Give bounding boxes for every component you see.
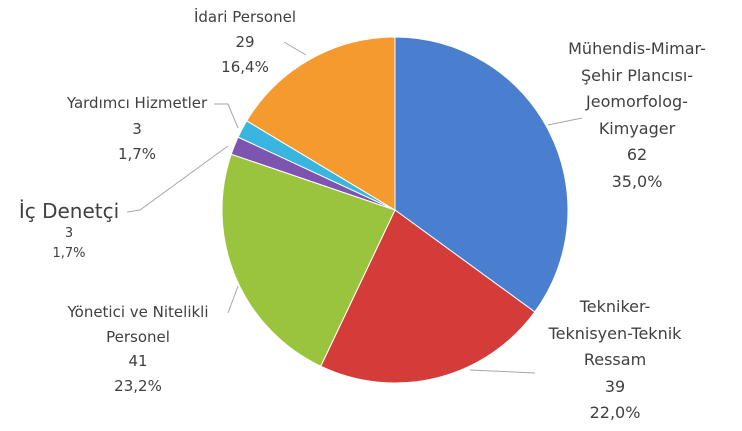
- data-label: Yardımcı Hizmetler 3 1,7%: [37, 91, 237, 168]
- leader-line: [469, 369, 536, 374]
- pie-slice: [246, 36, 396, 211]
- data-label: Tekniker-Teknisyen-Teknik Ressam 39 22,0%: [540, 294, 690, 427]
- data-label: İdari Personel 29 16,4%: [160, 5, 330, 80]
- pie-slice: [320, 209, 536, 384]
- percent-label: 1,7%: [117, 145, 157, 163]
- category-label: İdari Personel: [193, 8, 297, 26]
- data-label: İç Denetçi 3 1,7%: [14, 198, 124, 264]
- category-label: Yönetici ve Nitelikli Personel: [67, 303, 209, 346]
- pie: [221, 36, 569, 384]
- leader-line: [547, 117, 583, 126]
- leader-line: [126, 145, 229, 213]
- category-label: İç Denetçi: [18, 199, 120, 223]
- percent-label: 1,7%: [52, 246, 86, 261]
- category-label: Tekniker-Teknisyen-Teknik Ressam: [548, 297, 682, 369]
- value-label: 41: [128, 352, 148, 370]
- pie-slice: [221, 153, 396, 367]
- leader-line: [227, 285, 239, 314]
- value-label: 62: [626, 145, 648, 164]
- value-label: 29: [235, 33, 255, 51]
- data-label: Mühendis-Mimar-Şehir Plancısı-Jeomorfolo…: [562, 36, 712, 195]
- value-label: 3: [64, 226, 74, 241]
- leader-line: [214, 103, 239, 129]
- leader-line: [283, 41, 307, 56]
- data-label: Yönetici ve Nitelikli Personel 41 23,2%: [43, 300, 233, 398]
- percent-label: 16,4%: [221, 58, 269, 76]
- percent-label: 23,2%: [114, 376, 162, 395]
- percent-label: 22,0%: [589, 403, 641, 422]
- value-label: 39: [604, 376, 626, 396]
- value-label: 3: [132, 119, 142, 138]
- category-label: Mühendis-Mimar-Şehir Plancısı-Jeomorfolo…: [568, 39, 706, 138]
- percent-label: 35,0%: [611, 171, 663, 191]
- pie-slice: [394, 36, 569, 313]
- category-label: Yardımcı Hizmetler: [66, 94, 208, 112]
